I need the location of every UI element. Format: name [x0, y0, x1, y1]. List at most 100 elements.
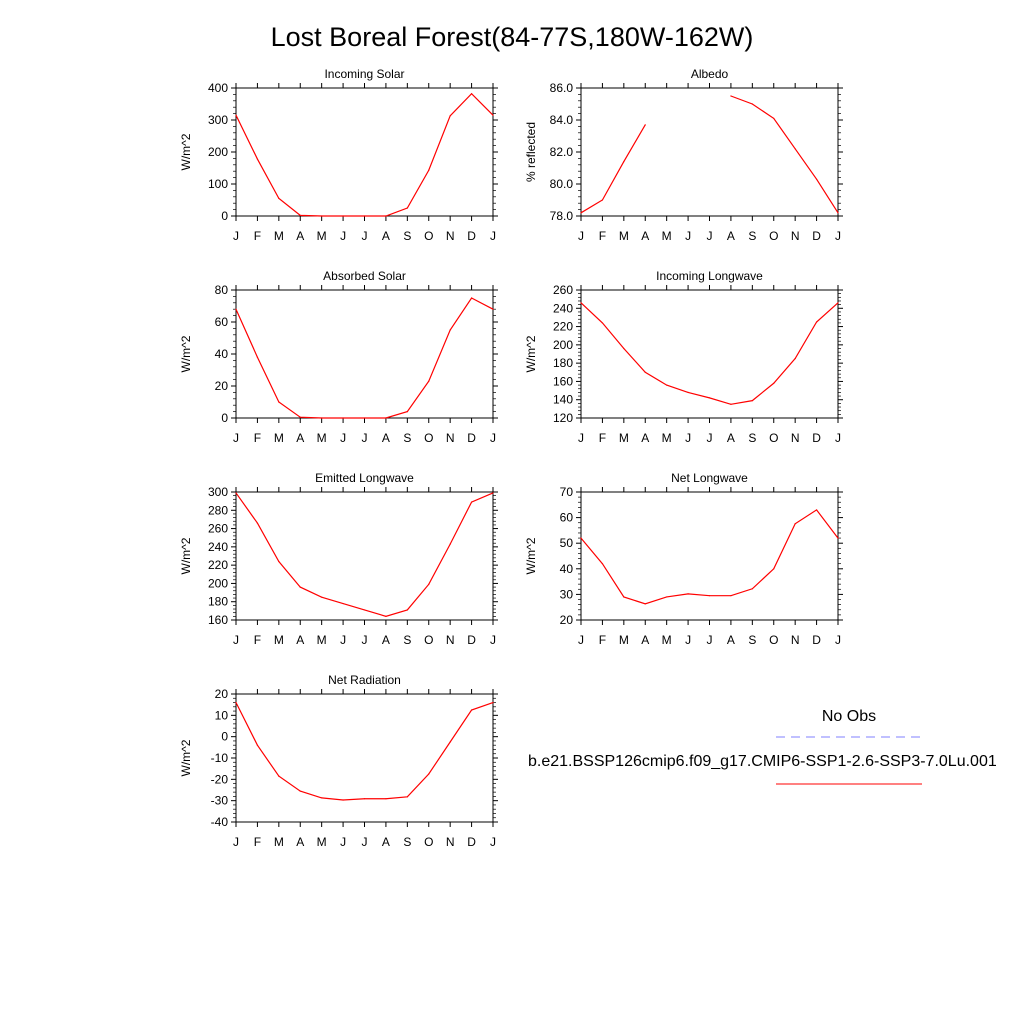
incoming-longwave-data-point — [837, 302, 839, 304]
net-longwave-data-point — [708, 595, 711, 597]
absorbed-solar-data-point — [470, 297, 473, 299]
net-radiation-xtick-label: A — [296, 835, 304, 849]
incoming-longwave-data-point — [794, 357, 796, 360]
incoming-solar-data-point — [406, 207, 408, 209]
net-radiation-xtick-label: J — [362, 835, 368, 849]
emitted-longwave-xtick-label: F — [254, 633, 261, 647]
absorbed-solar-ytick-label: 60 — [215, 315, 229, 329]
emitted-longwave-xtick-label: J — [490, 633, 496, 647]
emitted-longwave-data-point — [428, 583, 430, 585]
emitted-longwave-data-point — [363, 609, 366, 611]
absorbed-solar-xtick-label: D — [467, 431, 476, 445]
emitted-longwave-data-point — [321, 596, 323, 598]
incoming-longwave-ytick-label: 120 — [553, 411, 573, 425]
net-radiation-data-point — [449, 741, 451, 743]
incoming-solar-ytick-label: 400 — [208, 81, 228, 95]
emitted-longwave-ytick-label: 300 — [208, 485, 228, 499]
net-longwave-xtick-label: J — [578, 633, 584, 647]
absorbed-solar-data-point — [278, 401, 280, 403]
incoming-solar-xtick-label: J — [490, 229, 496, 243]
net-longwave-ytick-label: 60 — [560, 511, 574, 525]
incoming-longwave-xtick-label: A — [727, 431, 735, 445]
net-longwave-frame — [580, 491, 839, 621]
absorbed-solar-data-point — [406, 411, 408, 413]
net-longwave-data-point — [601, 563, 604, 565]
net-longwave-xtick-label: N — [791, 633, 800, 647]
albedo-xtick-label: A — [727, 229, 735, 243]
incoming-longwave-xtick-label: J — [685, 431, 691, 445]
incoming-solar-xtick-label: J — [362, 229, 368, 243]
net-radiation-title: Net Radiation — [328, 673, 401, 687]
albedo-xtick-label: J — [707, 229, 713, 243]
absorbed-solar-frame — [235, 289, 494, 419]
net-longwave-data-point — [837, 537, 839, 539]
net-radiation-xtick-label: O — [424, 835, 433, 849]
net-radiation-data-point — [385, 798, 387, 800]
emitted-longwave-ylabel: W/m^2 — [179, 537, 193, 574]
absorbed-solar-data-point — [492, 308, 494, 310]
net-radiation-data-point — [256, 744, 259, 746]
emitted-longwave-title: Emitted Longwave — [315, 471, 414, 485]
albedo-ytick-label: 84.0 — [550, 113, 574, 127]
incoming-solar-xtick-label: A — [296, 229, 304, 243]
net-longwave-data-point — [815, 509, 818, 511]
net-radiation-data-point — [363, 798, 366, 800]
incoming-longwave-xtick-label: M — [662, 431, 672, 445]
absorbed-solar-data-point — [428, 380, 430, 382]
net-radiation-xtick-label: S — [403, 835, 411, 849]
emitted-longwave-data-point — [470, 501, 473, 503]
incoming-longwave-xtick-label: O — [769, 431, 778, 445]
albedo-series-line — [580, 124, 646, 214]
absorbed-solar-xtick-label: J — [490, 431, 496, 445]
emitted-longwave-xtick-label: A — [382, 633, 390, 647]
emitted-longwave-data-point — [406, 609, 408, 611]
incoming-longwave-data-point — [601, 322, 604, 324]
incoming-solar-data-point — [256, 158, 259, 160]
incoming-longwave-data-point — [687, 391, 689, 393]
albedo-xtick-label: S — [748, 229, 756, 243]
albedo-ytick-label: 78.0 — [550, 209, 574, 223]
net-radiation-data-point — [492, 701, 494, 704]
emitted-longwave-data-point — [256, 522, 259, 524]
absorbed-solar-xtick-label: F — [254, 431, 261, 445]
net-longwave-data-point — [623, 596, 625, 598]
incoming-longwave-ytick-label: 260 — [553, 283, 573, 297]
net-radiation-ytick-label: -40 — [211, 815, 229, 829]
absorbed-solar-data-point — [385, 417, 387, 419]
emitted-longwave-ytick-label: 280 — [208, 503, 228, 517]
incoming-longwave-xtick-label: A — [641, 431, 649, 445]
net-longwave-title: Net Longwave — [671, 471, 748, 485]
net-radiation-data-point — [299, 790, 301, 792]
emitted-longwave-xtick-label: A — [296, 633, 304, 647]
net-longwave-xtick-label: F — [599, 633, 606, 647]
incoming-solar-frame — [235, 87, 494, 217]
legend-model-label: b.e21.BSSP126cmip6.f09_g17.CMIP6-SSP1-2.… — [528, 753, 997, 770]
absorbed-solar-data-point — [449, 329, 451, 331]
albedo-data-point — [601, 199, 604, 201]
absorbed-solar-ytick-label: 20 — [215, 379, 229, 393]
absorbed-solar-xtick-label: A — [296, 431, 304, 445]
net-longwave-data-point — [794, 523, 796, 525]
emitted-longwave-xtick-label: J — [233, 633, 239, 647]
absorbed-solar-ytick-label: 0 — [221, 411, 228, 425]
emitted-longwave-xtick-label: O — [424, 633, 433, 647]
absorbed-solar-xtick-label: S — [403, 431, 411, 445]
net-longwave-data-point — [666, 596, 668, 598]
emitted-longwave-frame — [235, 491, 494, 621]
incoming-solar-ytick-label: 200 — [208, 145, 228, 159]
incoming-solar-xtick-label: O — [424, 229, 433, 243]
net-radiation-ytick-label: 20 — [215, 687, 229, 701]
absorbed-solar-data-point — [363, 417, 366, 419]
emitted-longwave-series-line — [235, 492, 494, 617]
emitted-longwave-ytick-label: 240 — [208, 540, 228, 554]
albedo-data-point — [837, 212, 839, 214]
incoming-longwave-ytick-label: 220 — [553, 320, 573, 334]
net-longwave-ytick-label: 20 — [560, 613, 574, 627]
incoming-longwave-data-point — [708, 397, 711, 399]
incoming-longwave-xtick-label: J — [578, 431, 584, 445]
absorbed-solar-xtick-label: A — [382, 431, 390, 445]
albedo-frame — [580, 87, 839, 217]
albedo-xtick-label: F — [599, 229, 606, 243]
